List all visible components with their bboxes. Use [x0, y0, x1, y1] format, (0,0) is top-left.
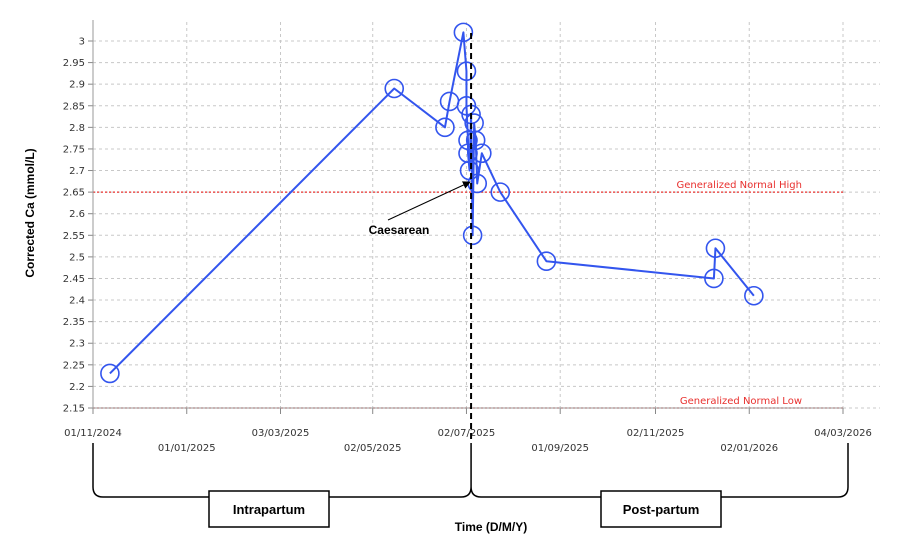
y-tick-label: 3	[79, 37, 85, 48]
data-point	[536, 251, 557, 272]
y-tick-label: 2.95	[63, 58, 85, 69]
period-label: Post-partum	[623, 502, 700, 517]
data-point	[384, 78, 405, 99]
y-tick-label: 2.9	[69, 80, 85, 91]
data-point	[462, 225, 483, 246]
period-brackets: Intrapartum Post-partum	[92, 443, 849, 528]
caesarean-arrow	[387, 181, 471, 221]
data-point	[100, 363, 120, 384]
x-axis-label: Time (D/M/Y)	[455, 520, 527, 534]
data-point	[704, 268, 724, 289]
y-tick-label: 2.75	[63, 144, 85, 155]
y-tick-label: 2.4	[69, 296, 85, 307]
y-tick-label: 2.2	[69, 382, 85, 393]
annotations: Caesarean	[369, 33, 473, 440]
x-tick-label: 02/07/2025	[438, 428, 496, 439]
data-point	[744, 285, 764, 306]
y-tick-label: 2.45	[63, 274, 85, 285]
y-axis-label: Corrected Ca (mmol/L)	[23, 148, 37, 277]
y-tick-label: 2.55	[63, 231, 85, 242]
data-point	[456, 61, 477, 82]
caesarean-label: Caesarean	[369, 223, 430, 237]
y-tick-label: 2.35	[63, 317, 85, 328]
period-box	[208, 490, 330, 528]
data-point	[453, 22, 474, 43]
data-point	[472, 143, 492, 164]
grid-lines	[92, 22, 880, 409]
period-box	[600, 490, 722, 528]
data-point	[490, 182, 511, 202]
data-point	[465, 130, 486, 151]
x-tick-label: 04/03/2026	[814, 428, 872, 439]
y-tick-label: 2.6	[69, 209, 85, 220]
x-tick-label: 03/03/2025	[252, 428, 310, 439]
data-series	[100, 22, 764, 384]
y-tick-label: 2.65	[63, 188, 85, 199]
reference-label: Generalized Normal High	[677, 180, 802, 191]
y-tick-label: 2.3	[69, 339, 85, 350]
reference-lines: Generalized Normal High Generalized Norma…	[93, 180, 843, 409]
axes: 2.15 2.2 2.25 2.3 2.35 2.4 2.45 2.5 2.55 2.6 2.65 2…	[63, 20, 872, 454]
data-point	[435, 117, 455, 138]
reference-label: Generalized Normal Low	[680, 396, 802, 407]
x-tick-label: 02/01/2026	[720, 443, 778, 454]
y-tick-label: 2.25	[63, 360, 85, 371]
period-label: Intrapartum	[233, 502, 305, 517]
x-tick-label: 01/01/2025	[158, 443, 216, 454]
y-tick-label: 2.85	[63, 101, 85, 112]
y-tick-label: 2.8	[69, 123, 85, 134]
data-point	[705, 238, 726, 259]
y-tick-label: 2.7	[69, 166, 85, 177]
series-line	[109, 31, 755, 375]
x-tick-label: 02/11/2025	[627, 428, 685, 439]
y-tick-label: 2.15	[63, 404, 85, 415]
x-tick-label: 02/05/2025	[344, 443, 402, 454]
y-tick-label: 2.5	[69, 252, 85, 263]
data-point	[458, 130, 478, 151]
x-tick-label: 01/09/2025	[531, 443, 589, 454]
x-tick-label: 01/11/2024	[64, 428, 122, 439]
